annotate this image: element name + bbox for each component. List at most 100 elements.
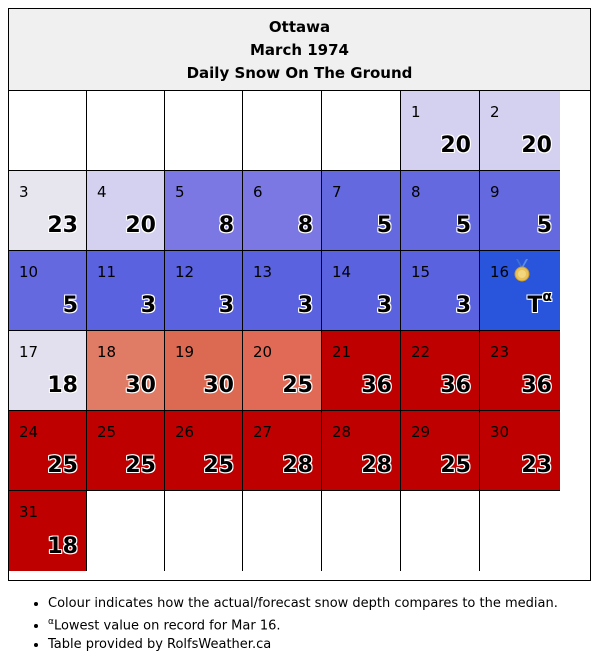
day-number: 22 xyxy=(411,343,431,361)
day-cell: 25 25 xyxy=(87,411,165,491)
snow-depth-value: 20 xyxy=(440,133,471,158)
empty-cell xyxy=(480,491,560,571)
empty-cell xyxy=(243,491,322,571)
day-cell: 31 18 xyxy=(9,491,87,571)
day-number: 5 xyxy=(175,183,185,201)
empty-cell xyxy=(401,491,480,571)
note-colour: Colour indicates how the actual/forecast… xyxy=(48,594,558,613)
day-cell: 14 3 xyxy=(322,251,401,331)
day-number: 24 xyxy=(19,423,39,441)
day-number: 6 xyxy=(253,183,263,201)
day-number: 19 xyxy=(175,343,195,361)
snow-depth-text: 8 xyxy=(218,213,234,238)
snow-depth-text: 5 xyxy=(62,293,78,318)
snow-depth-text: 25 xyxy=(440,453,471,478)
snow-depth-text: 20 xyxy=(521,133,552,158)
empty-cell xyxy=(87,91,165,171)
day-cell: 18 30 xyxy=(87,331,165,411)
snow-depth-text: 20 xyxy=(125,213,156,238)
day-cell: 15 3 xyxy=(401,251,480,331)
snow-depth-text: 36 xyxy=(440,373,471,398)
note-lowest-marker: α xyxy=(48,617,54,627)
day-cell: 4 20 xyxy=(87,171,165,251)
record-marker: α xyxy=(542,289,552,305)
snow-depth-value: 5 xyxy=(377,213,392,238)
snow-depth-value: 25 xyxy=(282,373,313,398)
day-cell: 20 25 xyxy=(243,331,322,411)
day-cell: 26 25 xyxy=(165,411,243,491)
snow-depth-text: T xyxy=(527,293,543,318)
day-cell: 24 25 xyxy=(9,411,87,491)
snow-depth-value: 18 xyxy=(47,534,78,559)
empty-cell xyxy=(165,91,243,171)
snow-depth-value: 3 xyxy=(219,293,234,318)
city-title: Ottawa xyxy=(268,18,331,36)
snow-depth-text: 18 xyxy=(47,373,78,398)
day-cell: 30 23 xyxy=(480,411,560,491)
snow-depth-text: 5 xyxy=(376,213,392,238)
snow-depth-value: 5 xyxy=(537,213,552,238)
day-number: 8 xyxy=(411,183,421,201)
snow-depth-value: 25 xyxy=(440,453,471,478)
snow-depth-text: 3 xyxy=(140,293,156,318)
snow-depth-value: 18 xyxy=(47,373,78,398)
day-number: 7 xyxy=(332,183,342,201)
medal-icon xyxy=(512,259,532,283)
empty-cell xyxy=(9,91,87,171)
day-cell: 22 36 xyxy=(401,331,480,411)
snow-depth-value: 8 xyxy=(219,213,234,238)
snow-depth-value: 23 xyxy=(47,213,78,238)
snow-depth-text: 20 xyxy=(440,133,471,158)
snow-depth-text: 3 xyxy=(455,293,471,318)
snow-depth-text: 23 xyxy=(521,453,552,478)
calendar-header: Ottawa March 1974 Daily Snow On The Grou… xyxy=(9,9,590,91)
snow-depth-value: 5 xyxy=(456,213,471,238)
note-credit: Table provided by RolfsWeather.ca xyxy=(48,635,558,654)
day-cell: 19 30 xyxy=(165,331,243,411)
day-number: 30 xyxy=(490,423,510,441)
snow-depth-text: 36 xyxy=(521,373,552,398)
day-cell: 17 18 xyxy=(9,331,87,411)
snow-depth-text: 18 xyxy=(47,534,78,559)
day-number: 13 xyxy=(253,263,273,281)
day-cell: 16 Tα xyxy=(480,251,560,331)
snow-depth-value: 23 xyxy=(521,453,552,478)
day-cell: 2 20 xyxy=(480,91,560,171)
note-lowest-text: Lowest value on record for Mar 16. xyxy=(53,618,281,634)
day-number: 31 xyxy=(19,503,39,521)
day-cell: 28 28 xyxy=(322,411,401,491)
day-number: 10 xyxy=(19,263,39,281)
snow-depth-text: 5 xyxy=(536,213,552,238)
snow-depth-text: 3 xyxy=(376,293,392,318)
snow-depth-value: 28 xyxy=(282,453,313,478)
day-number: 12 xyxy=(175,263,195,281)
snow-depth-text: 3 xyxy=(297,293,313,318)
day-number: 21 xyxy=(332,343,352,361)
empty-cell xyxy=(165,491,243,571)
snow-depth-value: 8 xyxy=(298,213,313,238)
day-number: 4 xyxy=(97,183,107,201)
snow-depth-value: 25 xyxy=(203,453,234,478)
snow-depth-text: 25 xyxy=(125,453,156,478)
day-cell: 23 36 xyxy=(480,331,560,411)
day-cell: 10 5 xyxy=(9,251,87,331)
snow-depth-text: 36 xyxy=(361,373,392,398)
day-number: 17 xyxy=(19,343,39,361)
snow-depth-value: 36 xyxy=(361,373,392,398)
snow-depth-text: 5 xyxy=(455,213,471,238)
snow-depth-value: 3 xyxy=(377,293,392,318)
day-cell: 12 3 xyxy=(165,251,243,331)
snow-depth-text: 30 xyxy=(125,373,156,398)
day-number: 29 xyxy=(411,423,431,441)
day-number: 1 xyxy=(411,103,421,121)
snow-depth-value: 30 xyxy=(203,373,234,398)
day-number: 18 xyxy=(97,343,117,361)
snow-depth-value: 3 xyxy=(456,293,471,318)
day-number: 11 xyxy=(97,263,117,281)
snow-depth-text: 28 xyxy=(282,453,313,478)
day-number: 25 xyxy=(97,423,117,441)
